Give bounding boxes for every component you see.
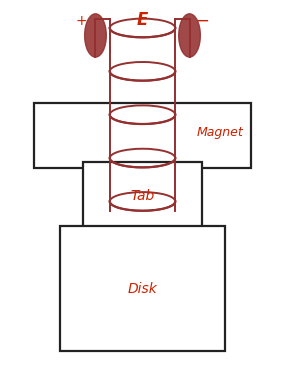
Text: +: +	[76, 13, 87, 28]
Bar	[34, 103, 251, 168]
Text: Magnet: Magnet	[197, 126, 243, 139]
Bar	[60, 226, 225, 351]
Ellipse shape	[85, 14, 106, 57]
Text: E: E	[137, 11, 148, 29]
Ellipse shape	[179, 14, 200, 57]
Text: −: −	[196, 12, 209, 29]
Text: Tab: Tab	[130, 189, 155, 203]
Bar	[83, 162, 202, 231]
Text: Disk: Disk	[128, 282, 157, 296]
